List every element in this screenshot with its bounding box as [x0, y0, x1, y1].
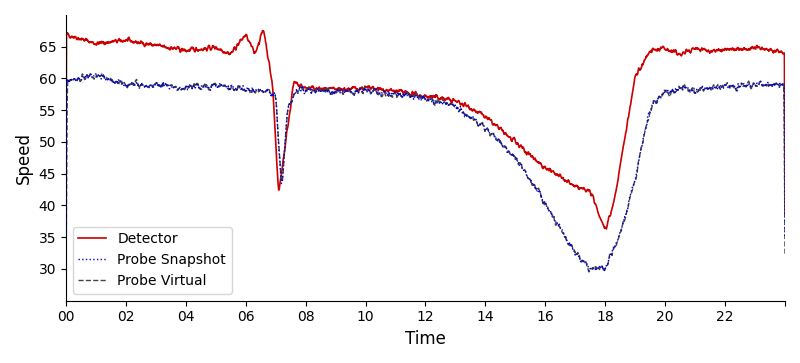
Probe Virtual [160, 82, 170, 87]
Probe Virtual [140, 84, 150, 88]
Probe Snapshot [780, 234, 790, 238]
Probe Snapshot [388, 93, 398, 97]
Detector [160, 45, 170, 49]
Probe Snapshot [81, 74, 90, 78]
X-axis label: Time: Time [405, 330, 446, 348]
Detector [81, 36, 90, 41]
Line: Detector: Detector [66, 30, 785, 229]
Probe Snapshot [140, 84, 150, 88]
Detector [61, 201, 70, 206]
Y-axis label: Speed: Speed [15, 132, 33, 184]
Line: Probe Snapshot: Probe Snapshot [66, 74, 785, 271]
Probe Virtual [388, 95, 398, 99]
Detector [140, 44, 150, 49]
Detector [388, 89, 398, 93]
Detector [670, 48, 680, 52]
Probe Snapshot [90, 72, 100, 76]
Probe Snapshot [117, 82, 126, 87]
Probe Virtual [780, 252, 790, 256]
Detector [117, 38, 126, 42]
Detector [780, 213, 790, 217]
Probe Virtual [670, 90, 680, 94]
Probe Virtual [98, 71, 107, 75]
Probe Snapshot [160, 83, 170, 87]
Probe Snapshot [61, 231, 70, 236]
Legend: Detector, Probe Snapshot, Probe Virtual: Detector, Probe Snapshot, Probe Virtual [73, 227, 231, 294]
Probe Snapshot [585, 269, 594, 273]
Probe Virtual [81, 77, 90, 81]
Detector [258, 28, 267, 33]
Probe Virtual [61, 297, 70, 302]
Probe Snapshot [670, 86, 680, 91]
Probe Virtual [117, 79, 126, 83]
Line: Probe Virtual: Probe Virtual [66, 73, 785, 299]
Detector [602, 227, 611, 231]
